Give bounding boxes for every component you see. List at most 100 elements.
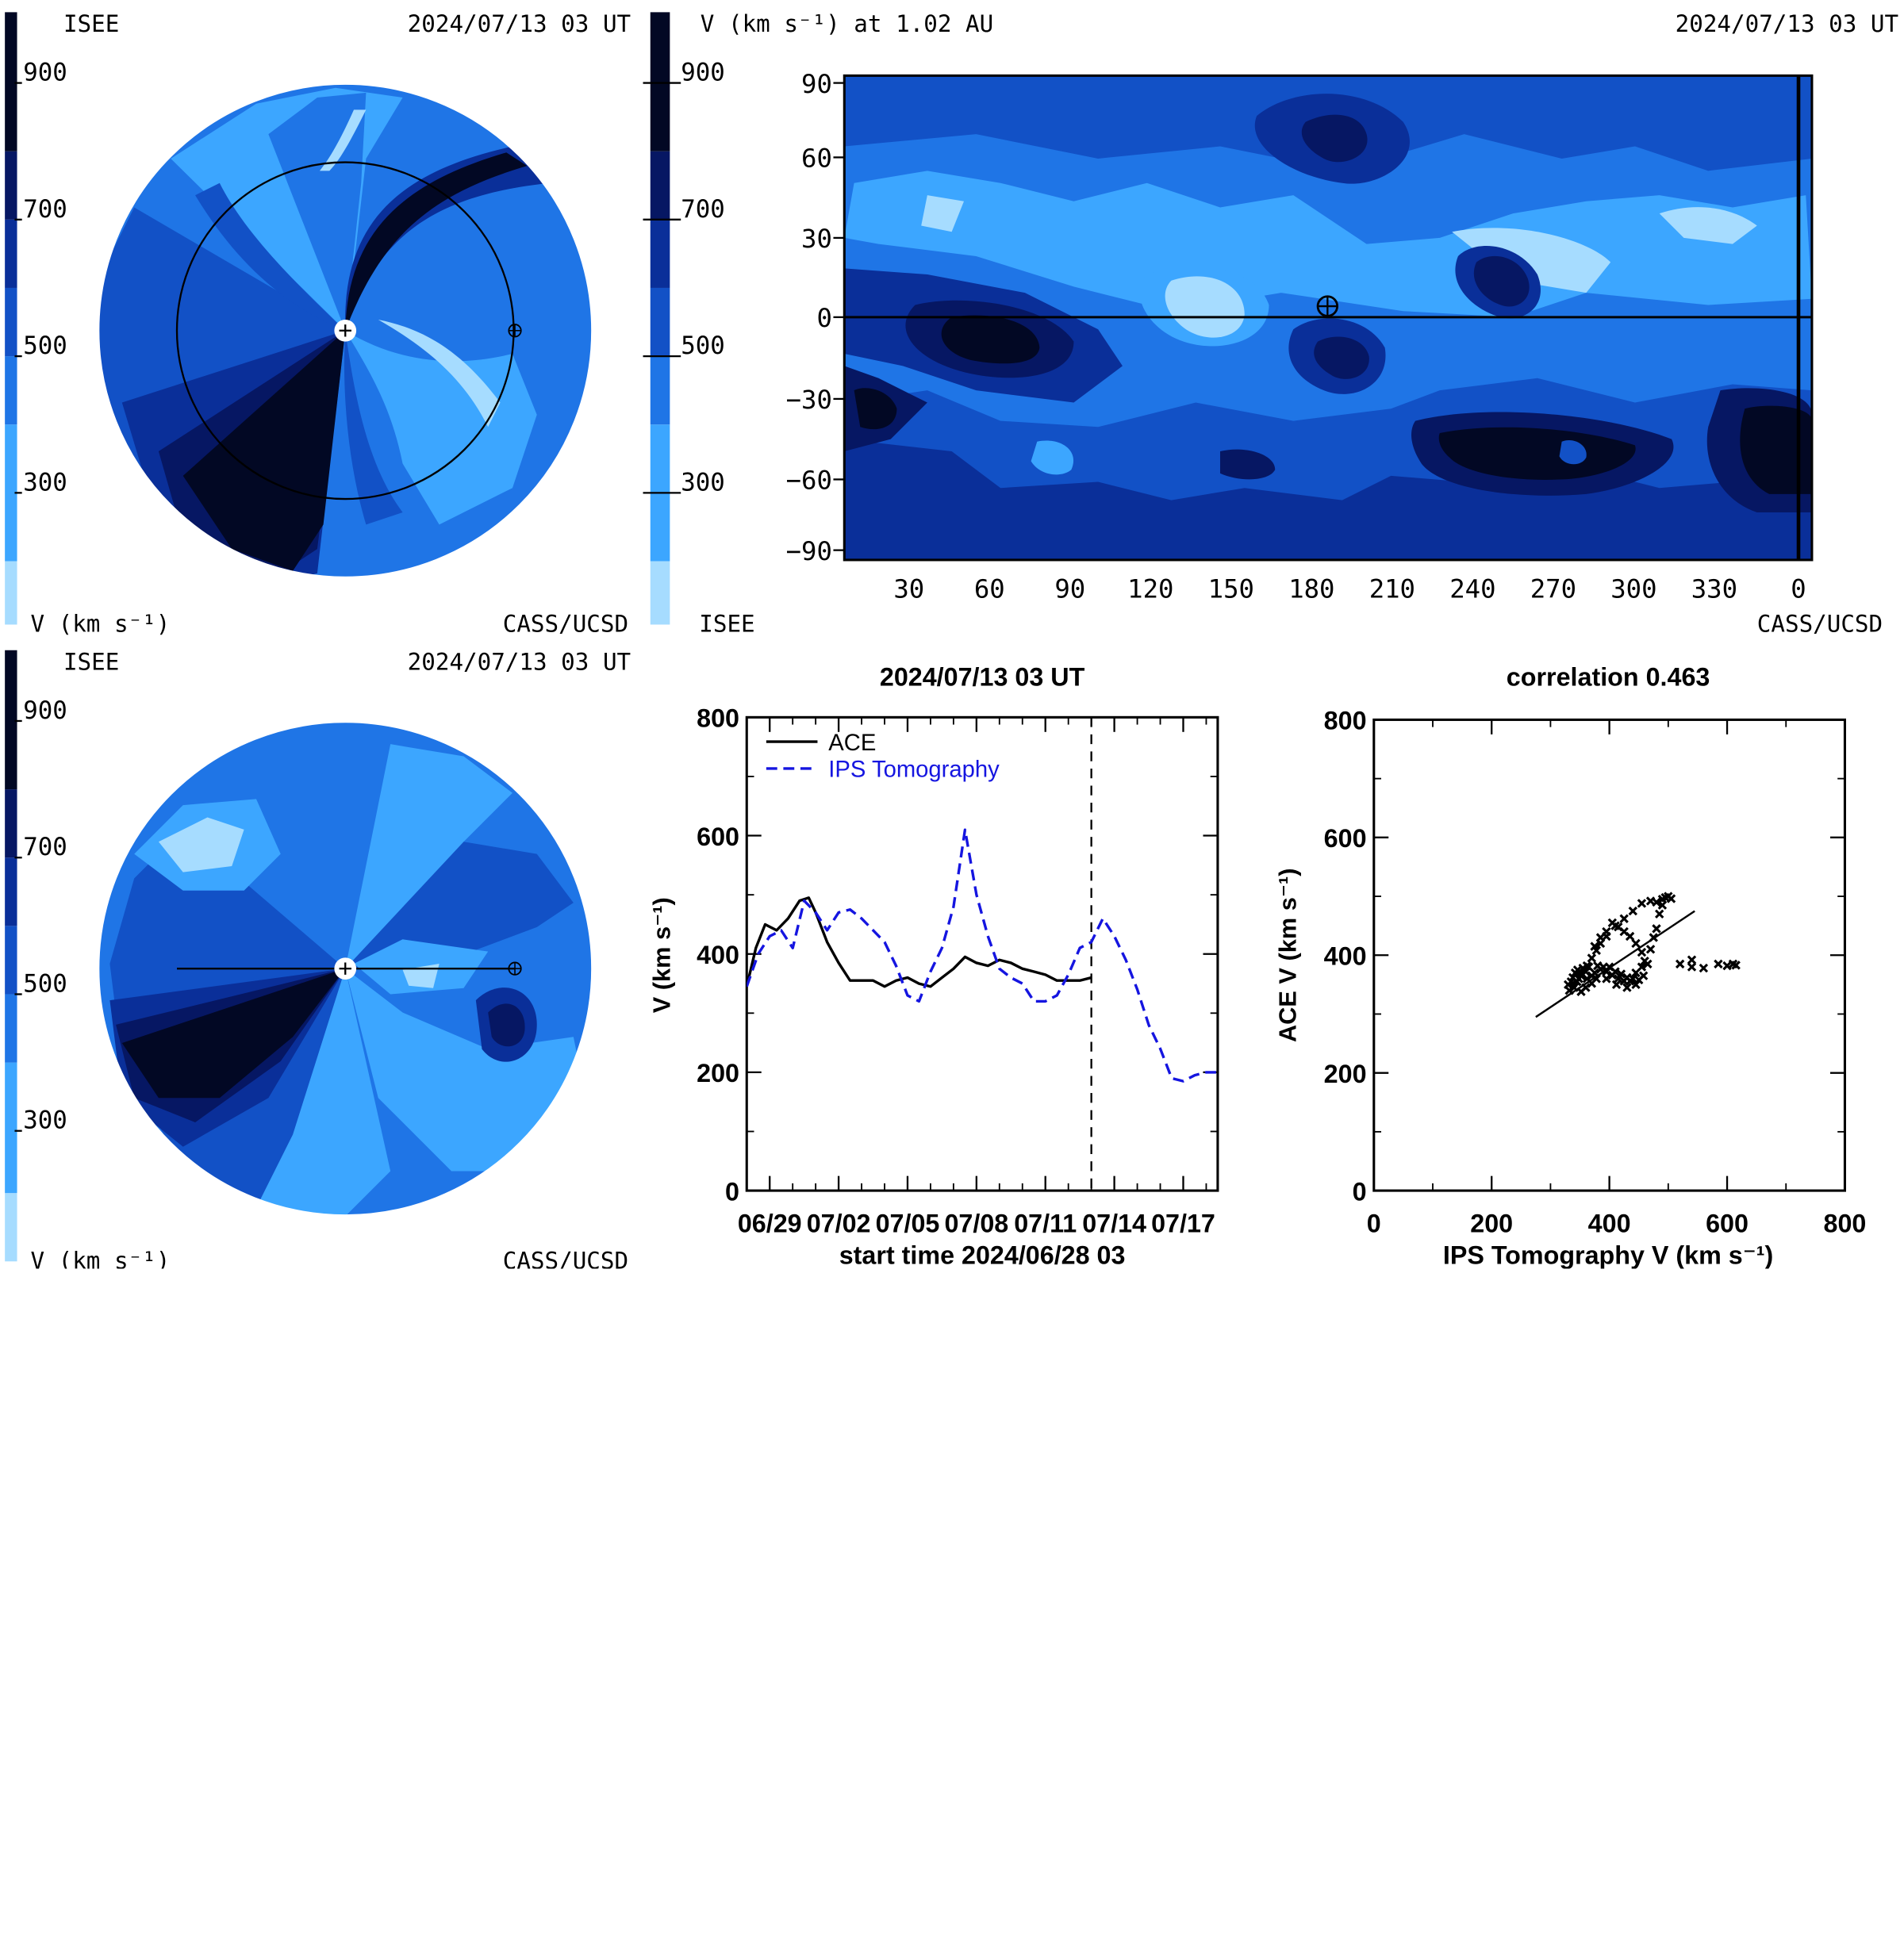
x-tick-240: 240 [1449, 574, 1495, 604]
colorbar-tick-700: 700 [23, 833, 67, 861]
y-axis-label: ACE V (km s⁻¹) [1273, 868, 1301, 1042]
bottom-left-panel: 900 700 500 300 ISEE 2024/07/13 03 UT V … [5, 648, 631, 1275]
scatter-point [1687, 962, 1697, 972]
top-left-panel: 900 700 500 300 ISEE 2024/07/13 03 UT V … [5, 10, 631, 638]
scatter-point [1628, 906, 1638, 916]
x-axis-label: start time 2024/06/28 03 [839, 1241, 1126, 1268]
scatter-point-stroke [1652, 897, 1661, 907]
colorbar-tick-500: 500 [681, 332, 725, 360]
x-tick-label: 800 [1824, 1209, 1867, 1237]
scatter-point-stroke [1631, 938, 1641, 949]
timestamp: 2024/07/13 03 UT [408, 648, 631, 675]
scatter-point-stroke [1604, 962, 1614, 972]
x-tick-90: 90 [1054, 574, 1085, 604]
x-tick-150: 150 [1208, 574, 1254, 604]
scatter-point [1564, 986, 1574, 995]
y-tick-0: 0 [816, 303, 831, 333]
bottom-left-colorbar [5, 650, 22, 1262]
scatter-point [1654, 909, 1664, 919]
scatter-point [1614, 974, 1623, 984]
scatter-panel: correlation 0.463 0 200 400 600 800 800 600 400… [1273, 662, 1867, 1269]
scatter-point-stroke [1628, 906, 1638, 916]
scatter-point [1631, 980, 1641, 990]
x-tick-label: 600 [1706, 1209, 1749, 1237]
scatter-point-stroke [1645, 945, 1656, 954]
x-tick-330: 330 [1691, 574, 1737, 604]
scatter-point [1611, 980, 1622, 990]
y-tick-label: 800 [697, 704, 739, 733]
legend-label: IPS Tomography [828, 757, 1000, 783]
scatter-point [1675, 959, 1685, 969]
scatter-point-stroke [1637, 947, 1647, 957]
scatter-point-stroke [1731, 961, 1741, 970]
scatter-point [1699, 963, 1709, 973]
scatter-point [1638, 971, 1649, 980]
scatter-point [1619, 914, 1629, 923]
scatter-point-stroke [1728, 959, 1738, 969]
credit-label: CASS/UCSD [503, 611, 628, 638]
scatter-point [1587, 979, 1597, 988]
scatter-point-stroke [1614, 974, 1623, 984]
top-left-colorbar [5, 12, 22, 625]
timestamp: 2024/07/13 03 UT [1676, 10, 1898, 37]
scatter-point-stroke [1602, 974, 1611, 984]
y-tick-label: 200 [697, 1059, 739, 1087]
x-tick-label: 07/05 [876, 1209, 940, 1237]
x-axis-label: IPS Tomography V (km s⁻¹) [1443, 1241, 1773, 1268]
credit-label: CASS/UCSD [503, 1248, 628, 1269]
scatter-point [1652, 897, 1661, 907]
x-tick-300: 300 [1610, 574, 1656, 604]
y-tick-label: 400 [697, 941, 739, 969]
y-tick-neg90: −90 [786, 536, 832, 566]
timeseries-series [747, 828, 1218, 1083]
org-label: ISEE [63, 648, 119, 675]
timestamp: 2024/07/13 03 UT [408, 10, 631, 37]
colorbar-tick-900: 900 [23, 59, 67, 87]
scatter-point-stroke [1610, 967, 1620, 976]
scatter-point-stroke [1699, 963, 1709, 973]
scatter-point-stroke [1622, 983, 1632, 992]
x-tick-label: 06/29 [738, 1209, 802, 1237]
scatter-point [1590, 968, 1599, 978]
x-tick-label: 07/14 [1082, 1209, 1146, 1237]
scatter-point [1610, 967, 1620, 976]
plot-frame [1372, 718, 1846, 1192]
scatter-point-stroke [1638, 971, 1649, 980]
x-tick-label: 0 [1367, 1209, 1381, 1237]
org-label: ISEE [699, 611, 754, 638]
y-tick-label: 600 [1324, 824, 1367, 853]
earth-marker [508, 324, 522, 338]
scatter-point-stroke [1714, 959, 1723, 969]
scatter-point-stroke [1619, 926, 1629, 937]
y-tick-neg30: −30 [786, 385, 832, 415]
scatter-point-stroke [1610, 921, 1620, 930]
x-tick-0: 0 [1791, 574, 1806, 604]
regression-line [1535, 910, 1695, 1018]
x-tick-210: 210 [1369, 574, 1415, 604]
scatter-point-stroke [1590, 941, 1599, 951]
scatter-point-stroke [1616, 969, 1626, 979]
scatter-point-stroke [1611, 980, 1622, 990]
y-tick-label: 200 [1324, 1060, 1367, 1088]
scatter-point [1582, 961, 1592, 971]
colorbar-tick-500: 500 [23, 969, 67, 998]
scatter-point-stroke [1587, 953, 1597, 963]
scatter-point-stroke [1652, 924, 1661, 934]
scatter-point [1574, 974, 1583, 984]
scatter-point-stroke [1602, 967, 1611, 976]
scatter-axes: 0 200 400 600 800 800 600 400 200 0 [1324, 707, 1867, 1238]
colorbar-tick-300: 300 [23, 468, 67, 497]
scatter-point [1731, 961, 1741, 970]
scatter-point [1637, 962, 1647, 972]
x-tick-label: 07/02 [807, 1209, 871, 1237]
scatter-point [1649, 933, 1658, 942]
chart-title: correlation 0.463 [1507, 662, 1710, 691]
scatter-point [1587, 953, 1597, 963]
series-ips-line [747, 828, 1218, 1083]
colorbar-tick-900: 900 [681, 59, 725, 87]
timeseries-axes: 06/29 07/02 07/05 07/08 07/11 07/14 07/17 800 60… [697, 704, 1219, 1237]
scatter-point [1616, 969, 1626, 979]
scatter-point [1631, 938, 1641, 949]
y-tick-label: 0 [725, 1177, 739, 1206]
scatter-point-stroke [1637, 899, 1647, 908]
